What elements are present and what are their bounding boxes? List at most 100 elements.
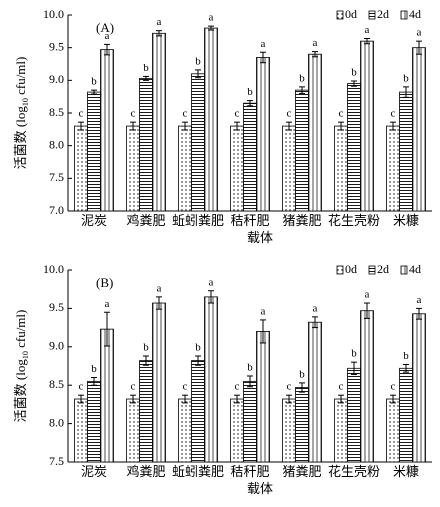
error-bar (234, 121, 240, 131)
y-axis-label: 活菌数 (log10 cfu/ml) (13, 310, 30, 423)
error-bar (299, 86, 305, 94)
bar (126, 125, 140, 212)
bar (282, 398, 296, 463)
significance-letter: b (403, 72, 409, 84)
error-bar (351, 80, 357, 87)
bar (178, 398, 192, 463)
error-bar (143, 75, 149, 81)
error-bar (234, 394, 240, 404)
significance-letter: a (261, 38, 266, 50)
bar (399, 91, 413, 212)
bar (295, 387, 309, 463)
error-bar (312, 51, 318, 58)
bar (87, 380, 101, 463)
legend-swatch (336, 10, 344, 20)
significance-letter: b (299, 72, 305, 84)
error-bar (390, 121, 396, 131)
significance-letter: b (195, 55, 201, 67)
legend-swatch (336, 265, 344, 275)
significance-letter: c (339, 381, 344, 393)
error-bar (156, 296, 162, 310)
significance-letter: b (247, 362, 253, 374)
bar (243, 380, 257, 463)
legend-label: 4d (409, 7, 421, 21)
error-bar (286, 121, 292, 131)
significance-letter: a (209, 12, 214, 24)
significance-letter: a (105, 30, 110, 42)
error-bar (312, 316, 318, 329)
error-bar (182, 394, 188, 404)
significance-letter: a (105, 298, 110, 310)
legend-label: 4d (409, 262, 421, 276)
error-bar (260, 319, 266, 344)
error-bar (78, 121, 84, 131)
significance-letter: a (365, 24, 370, 36)
significance-letter: b (351, 67, 357, 79)
y-tick-label: 8.0 (49, 137, 64, 151)
significance-letter: a (313, 37, 318, 49)
error-bar (247, 375, 253, 388)
error-bar (78, 394, 84, 404)
y-axis-label: 活菌数 (log10 cfu/ml) (13, 57, 30, 170)
bar (243, 102, 257, 212)
bar (282, 125, 296, 212)
error-bar (299, 382, 305, 393)
error-bar (364, 302, 370, 319)
bar (256, 331, 270, 463)
bar (360, 40, 374, 212)
x-tick-label: 秸秆肥 (230, 213, 269, 228)
significance-letter: c (287, 381, 292, 393)
x-tick-label: 蚯蚓粪肥 (172, 464, 224, 479)
significance-letter: b (351, 348, 357, 360)
bar (399, 367, 413, 463)
y-tick-label: 9.5 (49, 39, 64, 53)
x-tick-label: 蚯蚓粪肥 (172, 213, 224, 228)
error-bar (104, 311, 110, 347)
y-tick-label: 9.5 (49, 300, 64, 314)
bar (308, 321, 322, 463)
significance-letter: c (183, 381, 188, 393)
error-bar (403, 363, 409, 373)
error-bar (208, 25, 214, 31)
legend-label: 2d (377, 262, 389, 276)
x-tick-label: 鸡粪肥 (126, 213, 165, 228)
error-bar (416, 40, 422, 55)
significance-letter: a (157, 16, 162, 28)
x-tick-label: 米糠 (393, 464, 419, 479)
bar (334, 125, 348, 212)
significance-letter: a (365, 289, 370, 301)
legend-swatch (368, 10, 376, 20)
bar (386, 125, 400, 212)
bar (386, 398, 400, 463)
error-bar (338, 394, 344, 404)
legend-swatch (400, 265, 408, 275)
error-bar (143, 355, 149, 366)
bar (334, 398, 348, 463)
significance-letter: a (417, 294, 422, 306)
significance-letter: c (391, 381, 396, 393)
x-tick-label: 米糠 (393, 213, 419, 228)
error-bar (130, 394, 136, 404)
y-tick-label: 9.0 (49, 339, 64, 353)
bar (87, 91, 101, 212)
legend-swatch (368, 265, 376, 275)
significance-letter: a (313, 302, 318, 314)
bar (178, 125, 192, 212)
significance-letter: b (91, 363, 97, 375)
legend-label: 0d (345, 7, 357, 21)
significance-letter: c (235, 108, 240, 120)
error-bar (195, 355, 201, 366)
bar (100, 328, 114, 463)
significance-letter: c (287, 108, 292, 120)
significance-letter: b (247, 86, 253, 98)
x-tick-label: 猪粪肥 (282, 464, 321, 479)
significance-letter: c (391, 108, 396, 120)
y-axis-label-part: cfu/ml) (13, 310, 28, 352)
bar (308, 53, 322, 212)
error-bar (351, 361, 357, 375)
x-tick-label: 泥炭 (81, 464, 107, 479)
error-bar (156, 30, 162, 37)
error-bar (195, 69, 201, 79)
error-bar (130, 121, 136, 131)
